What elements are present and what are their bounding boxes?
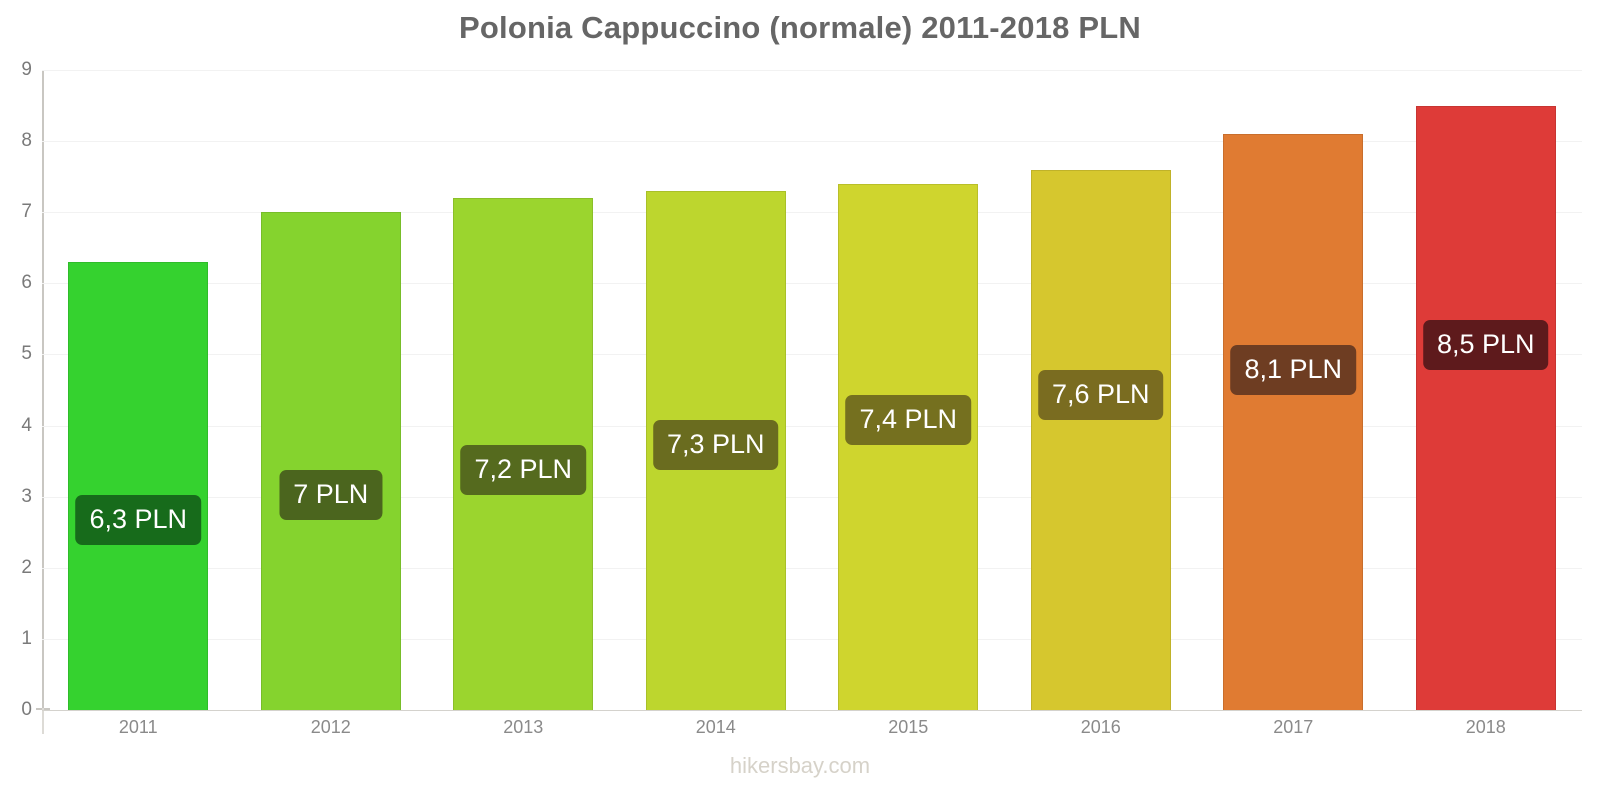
gridline: [42, 354, 1582, 356]
gridline: [42, 638, 1582, 640]
value-label: 7,3 PLN: [652, 420, 779, 470]
y-axis-lower-stub: [42, 708, 44, 734]
y-tick-label: 0: [21, 699, 32, 720]
bar[interactable]: [68, 262, 209, 710]
value-label: 6,3 PLN: [75, 495, 202, 545]
value-label: 8,5 PLN: [1422, 320, 1549, 370]
gridline: [42, 710, 1582, 711]
x-tick-label: 2017: [1273, 717, 1314, 737]
value-label: 8,1 PLN: [1230, 345, 1357, 395]
value-label: 7,6 PLN: [1037, 370, 1164, 420]
y-tick-label: 1: [21, 627, 32, 649]
y-tick-label: 7: [21, 201, 32, 223]
y-axis-tick-labels: 0 1 2 3 4 5 6 7 8 9: [0, 59, 32, 720]
bar[interactable]: [838, 183, 979, 710]
footer-credit: hikersbay.com: [729, 753, 871, 778]
y-tick-label: 6: [21, 272, 32, 294]
y-tick-label: 4: [21, 414, 32, 436]
y-tick-label: 5: [21, 343, 32, 365]
bar[interactable]: [1415, 105, 1556, 710]
y-axis-line: [42, 70, 44, 712]
x-tick-label: 2016: [1080, 717, 1121, 737]
y-tick-label: 9: [21, 59, 32, 80]
x-tick-label: 2014: [695, 717, 736, 737]
gridline: [42, 141, 1582, 143]
value-label: 7,4 PLN: [845, 395, 972, 445]
chart-title: Polonia Cappuccino (normale) 2011-2018 P…: [459, 10, 1141, 45]
gridline: [42, 496, 1582, 498]
gridline: [42, 283, 1582, 285]
value-label: 7 PLN: [279, 470, 383, 520]
y-tick-label: 8: [21, 130, 32, 152]
x-tick-label: 2011: [118, 717, 158, 737]
gridline: [42, 567, 1582, 569]
bar[interactable]: [260, 212, 401, 710]
gridline: [42, 212, 1582, 214]
x-tick-label: 2018: [1465, 717, 1506, 737]
y-tick-label: 3: [21, 485, 32, 507]
bar[interactable]: [1223, 134, 1364, 710]
y-tick-label: 2: [21, 556, 32, 578]
x-tick-label: 2013: [503, 717, 544, 737]
bar[interactable]: [1030, 169, 1171, 710]
gridline: [42, 70, 1582, 71]
x-tick-label: 2015: [888, 717, 929, 737]
gridline: [42, 425, 1582, 427]
value-label: 7,2 PLN: [460, 445, 587, 495]
x-tick-label: 2012: [310, 717, 351, 737]
